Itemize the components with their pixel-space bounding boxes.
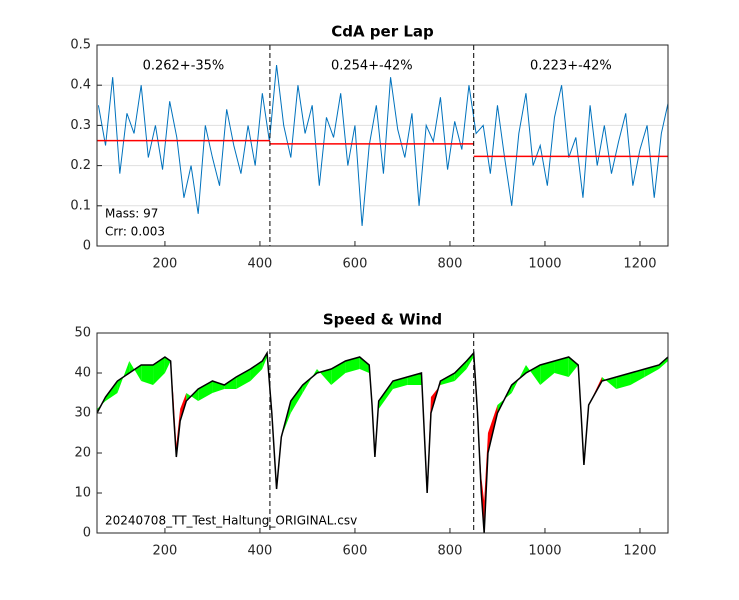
wind-fill — [129, 361, 142, 381]
y-tick-label: 0 — [83, 239, 91, 254]
plot-content — [97, 65, 668, 226]
wind-fill — [290, 385, 303, 413]
x-tick-label: 1000 — [528, 544, 561, 559]
x-tick-label: 1200 — [623, 257, 656, 272]
y-tick-label: 0.5 — [70, 38, 91, 53]
data-line — [97, 65, 668, 226]
x-tick-label: 1000 — [528, 257, 561, 272]
chart-title: Speed & Wind — [323, 311, 442, 329]
x-tick-label: 800 — [438, 544, 463, 559]
wind-fill — [568, 357, 579, 377]
wind-fill — [224, 377, 237, 389]
y-tick-label: 0.4 — [70, 78, 91, 93]
wind-fill — [141, 365, 154, 385]
x-tick-label: 400 — [248, 544, 273, 559]
y-tick-label: 0.2 — [70, 158, 91, 173]
annotation: Mass: 97 — [105, 207, 158, 221]
annotation: 20240708_TT_Test_Haltung_ORIGINAL.csv — [105, 514, 357, 528]
wind-fill — [250, 361, 263, 381]
wind-fill — [153, 357, 165, 385]
axes-box — [96, 44, 669, 247]
wind-fill — [511, 365, 526, 393]
wind-fill — [630, 369, 645, 385]
x-tick-label: 1200 — [623, 544, 656, 559]
wind-fill — [262, 353, 268, 369]
y-tick-label: 50 — [74, 326, 91, 341]
wind-fill — [407, 373, 422, 385]
y-tick-label: 0.1 — [70, 198, 91, 213]
y-tick-label: 0 — [83, 526, 91, 541]
y-tick-label: 30 — [74, 406, 91, 421]
plot-content — [97, 350, 668, 533]
x-tick-label: 800 — [438, 257, 463, 272]
x-tick-label: 400 — [248, 257, 273, 272]
lap-label: 0.262+-35% — [143, 59, 225, 74]
wind-fill — [359, 357, 370, 373]
chart-title: CdA per Lap — [331, 23, 434, 41]
y-tick-label: 0.3 — [70, 118, 91, 133]
wind-fill — [525, 365, 541, 385]
plot-area — [97, 45, 668, 246]
lap-label: 0.254+-42% — [331, 59, 413, 74]
wind-fill — [616, 373, 631, 389]
wind-fill — [378, 381, 393, 409]
x-tick-label: 200 — [153, 544, 178, 559]
speed-line — [97, 350, 668, 533]
wind-fill — [440, 373, 455, 385]
wind-fill — [554, 357, 569, 377]
axes-box — [96, 332, 669, 534]
y-tick-label: 20 — [74, 446, 91, 461]
wind-fill — [454, 361, 467, 381]
wind-fill — [302, 369, 317, 393]
y-tick-label: 10 — [74, 486, 91, 501]
wind-fill — [540, 361, 555, 385]
y-tick-label: 40 — [74, 366, 91, 381]
x-tick-label: 600 — [343, 544, 368, 559]
wind-fill — [466, 353, 474, 369]
annotation: Crr: 0.003 — [105, 225, 165, 239]
x-tick-label: 600 — [343, 257, 368, 272]
wind-fill — [316, 369, 332, 385]
wind-fill — [164, 357, 171, 373]
wind-fill — [345, 357, 360, 373]
wind-fill — [198, 381, 213, 401]
lap-label: 0.223+-42% — [530, 59, 612, 74]
x-tick-label: 200 — [153, 257, 178, 272]
wind-fill — [331, 361, 346, 385]
wind-fill — [236, 369, 251, 389]
